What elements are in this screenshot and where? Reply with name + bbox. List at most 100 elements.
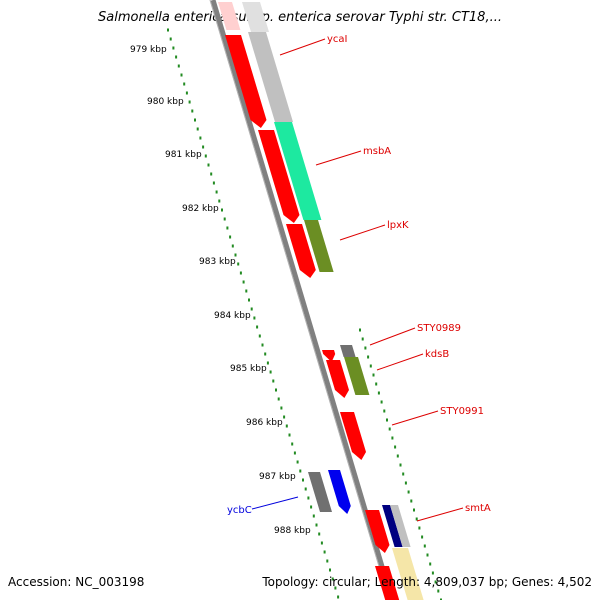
scale-tick-dot bbox=[418, 526, 421, 530]
gene-label-sty0991[interactable]: STY0991 bbox=[440, 406, 484, 417]
cds-block[interactable] bbox=[375, 566, 400, 600]
scale-tick-dot bbox=[212, 181, 215, 185]
scale-tick-dot bbox=[256, 325, 259, 329]
scale-tick-dot bbox=[223, 217, 226, 221]
scale-tick-dot bbox=[334, 586, 337, 590]
cds-block[interactable] bbox=[308, 472, 332, 512]
scale-tick-dot bbox=[299, 469, 302, 473]
gene-leader-line bbox=[416, 507, 464, 522]
scale-tick-dot bbox=[413, 508, 415, 512]
cds-block[interactable] bbox=[258, 130, 300, 223]
scale-tick-dot bbox=[169, 37, 172, 41]
scale-tick-dot bbox=[183, 82, 186, 86]
scale-tick-dot bbox=[191, 109, 194, 113]
scale-tick-dot bbox=[402, 472, 405, 476]
scale-tick-dot bbox=[218, 199, 221, 203]
scale-tick-dot bbox=[226, 226, 229, 230]
scale-tick-dot bbox=[394, 445, 397, 449]
scale-label: 981 kbp bbox=[165, 150, 202, 160]
scale-tick-dot bbox=[253, 316, 256, 320]
gene-label-kdsb[interactable]: kdsB bbox=[425, 349, 449, 360]
scale-tick-dot bbox=[426, 553, 429, 557]
gene-label-sty0989[interactable]: STY0989 bbox=[417, 323, 461, 334]
cds-block[interactable] bbox=[365, 510, 390, 553]
scale-tick-dot bbox=[237, 262, 240, 266]
scale-label: 986 kbp bbox=[246, 418, 283, 428]
scale-tick-dot bbox=[302, 478, 304, 482]
cds-block[interactable] bbox=[248, 32, 293, 122]
scale-tick-dot bbox=[285, 424, 288, 428]
cds-block[interactable] bbox=[340, 412, 366, 460]
gene-label-lpxk[interactable]: lpxK bbox=[387, 220, 409, 231]
gene-leader-line bbox=[279, 38, 326, 56]
gene-leader-line bbox=[339, 224, 386, 241]
scale-tick-dot bbox=[404, 481, 407, 485]
cds-block[interactable] bbox=[218, 2, 241, 30]
gene-leader-line bbox=[369, 327, 416, 346]
scale-tick-dot bbox=[421, 535, 424, 539]
scale-tick-dot bbox=[215, 190, 218, 194]
scale-tick-dot bbox=[204, 154, 207, 158]
scale-label: 985 kbp bbox=[230, 364, 267, 374]
scale-label: 979 kbp bbox=[130, 45, 167, 55]
scale-tick-dot bbox=[310, 505, 313, 509]
scale-tick-dot bbox=[185, 91, 188, 95]
cds-block[interactable] bbox=[382, 505, 403, 547]
scale-tick-dot bbox=[277, 397, 280, 401]
scale-tick-dot bbox=[307, 496, 310, 500]
scale-tick-dot bbox=[245, 289, 248, 293]
scale-tick-dot bbox=[388, 427, 391, 431]
cds-block[interactable] bbox=[340, 345, 356, 357]
scale-tick-dot bbox=[337, 595, 340, 599]
gene-leader-line bbox=[376, 353, 424, 371]
cds-block[interactable] bbox=[328, 470, 351, 514]
cds-block[interactable] bbox=[242, 2, 269, 32]
gene-label-msba[interactable]: msbA bbox=[363, 146, 391, 157]
scale-tick-dot bbox=[283, 415, 286, 419]
scale-tick-dot bbox=[386, 418, 388, 422]
scale-tick-dot bbox=[188, 100, 191, 104]
scale-tick-dot bbox=[231, 244, 234, 248]
genome-backbone-shade bbox=[209, 0, 390, 600]
scale-tick-dot bbox=[429, 562, 432, 566]
scale-tick-dot bbox=[167, 28, 169, 32]
cds-block[interactable] bbox=[392, 548, 424, 600]
scale-tick-dot bbox=[258, 334, 261, 338]
accession-label: Accession: NC_003198 bbox=[8, 575, 145, 589]
genome-backbone bbox=[210, 0, 395, 600]
scale-tick-dot bbox=[296, 460, 299, 464]
cds-block[interactable] bbox=[225, 35, 267, 128]
scale-tick-dot bbox=[359, 328, 361, 332]
cds-block[interactable] bbox=[322, 350, 336, 362]
scale-tick-dot bbox=[407, 490, 410, 494]
gene-leader-line bbox=[391, 410, 439, 426]
scale-tick-dot bbox=[288, 433, 291, 437]
cds-block[interactable] bbox=[326, 360, 349, 398]
scale-tick-dot bbox=[369, 364, 372, 368]
scale-tick-dot bbox=[440, 598, 442, 600]
scale-label: 987 kbp bbox=[259, 472, 296, 482]
gene-label-smta[interactable]: smtA bbox=[465, 503, 491, 514]
scale-label: 983 kbp bbox=[199, 257, 236, 267]
map-title: Salmonella enterica subsp. enterica sero… bbox=[98, 10, 502, 25]
scale-tick-dot bbox=[234, 253, 237, 257]
scale-tick-dot bbox=[266, 361, 269, 365]
gene-label-ycbc[interactable]: ycbC bbox=[227, 505, 252, 516]
gene-label-ycai[interactable]: ycaI bbox=[327, 34, 348, 45]
scale-tick-dot bbox=[364, 346, 367, 350]
cds-block[interactable] bbox=[286, 224, 316, 278]
cds-block[interactable] bbox=[304, 220, 334, 272]
scale-tick-dot bbox=[280, 406, 283, 410]
cds-block[interactable] bbox=[274, 122, 322, 220]
scale-tick-dot bbox=[269, 370, 272, 374]
cds-block[interactable] bbox=[390, 505, 411, 547]
cds-block[interactable] bbox=[344, 357, 370, 395]
scale-tick-dot bbox=[434, 580, 437, 584]
scale-tick-dot bbox=[242, 280, 245, 284]
scale-tick-dot bbox=[383, 409, 386, 413]
scale-tick-dot bbox=[261, 343, 264, 347]
scale-tick-dot bbox=[248, 298, 250, 302]
scale-tick-dot bbox=[431, 571, 434, 575]
scale-label: 980 kbp bbox=[147, 97, 184, 107]
